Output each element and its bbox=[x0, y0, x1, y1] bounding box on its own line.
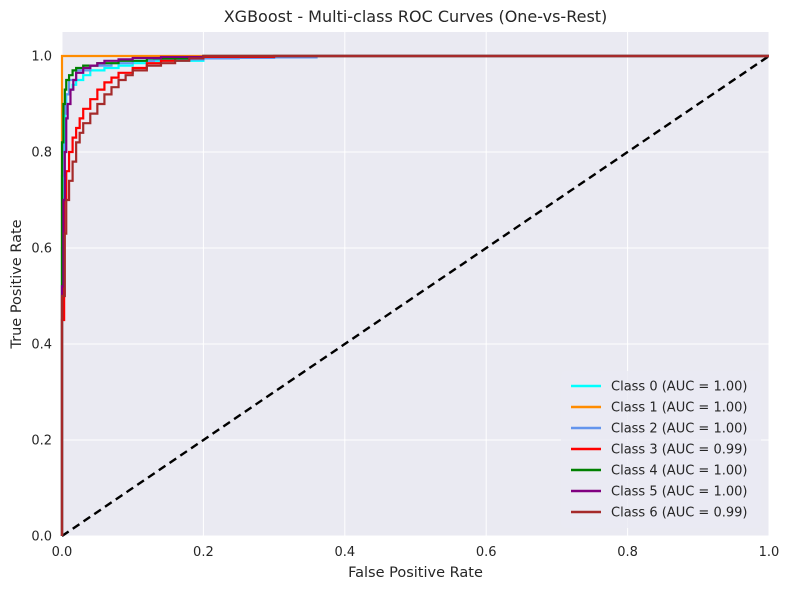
series-line-class-4 bbox=[60, 54, 769, 536]
y-tick-label: 0.0 bbox=[31, 530, 52, 545]
y-tick-label: 0.6 bbox=[31, 242, 52, 257]
legend-label-class-6: Class 6 (AUC = 0.99) bbox=[611, 506, 747, 521]
legend-box bbox=[561, 371, 761, 528]
y-axis-label: True Positive Rate bbox=[9, 219, 25, 349]
series-line-class-6 bbox=[60, 54, 769, 536]
x-tick-label: 0.6 bbox=[476, 545, 497, 560]
x-tick-label: 0.0 bbox=[52, 545, 73, 560]
series-line-class-3 bbox=[60, 54, 769, 536]
legend-label-class-3: Class 3 (AUC = 0.99) bbox=[611, 443, 747, 458]
y-tick-label: 0.8 bbox=[31, 146, 52, 161]
series-line-class-0 bbox=[60, 54, 769, 536]
chart-title: XGBoost - Multi-class ROC Curves (One-vs… bbox=[224, 7, 608, 26]
legend-label-class-5: Class 5 (AUC = 1.00) bbox=[611, 485, 747, 500]
legend-label-class-0: Class 0 (AUC = 1.00) bbox=[611, 380, 747, 395]
x-tick-label: 0.2 bbox=[193, 545, 214, 560]
grid-lines bbox=[61, 32, 770, 537]
y-tick-label: 0.4 bbox=[31, 338, 52, 353]
x-axis-label: False Positive Rate bbox=[348, 565, 483, 581]
y-tick-label: 1.0 bbox=[31, 50, 52, 65]
series-line-class-5 bbox=[60, 54, 769, 536]
legend-label-class-4: Class 4 (AUC = 1.00) bbox=[611, 464, 747, 479]
legend: Class 0 (AUC = 1.00) Class 1 (AUC = 1.00)… bbox=[561, 371, 761, 528]
legend-label-class-1: Class 1 (AUC = 1.00) bbox=[611, 401, 747, 416]
x-tick-label: 0.8 bbox=[617, 545, 638, 560]
x-tick-label: 0.4 bbox=[334, 545, 355, 560]
y-tick-label: 0.2 bbox=[31, 434, 52, 449]
tick-labels: 0.0 0.2 0.4 0.6 0.8 1.0 0.0 0.2 0.4 0.6 0.8 1.0 bbox=[31, 50, 779, 561]
x-tick-label: 1.0 bbox=[759, 545, 780, 560]
legend-label-class-2: Class 2 (AUC = 1.00) bbox=[611, 422, 747, 437]
roc-series bbox=[60, 54, 769, 536]
